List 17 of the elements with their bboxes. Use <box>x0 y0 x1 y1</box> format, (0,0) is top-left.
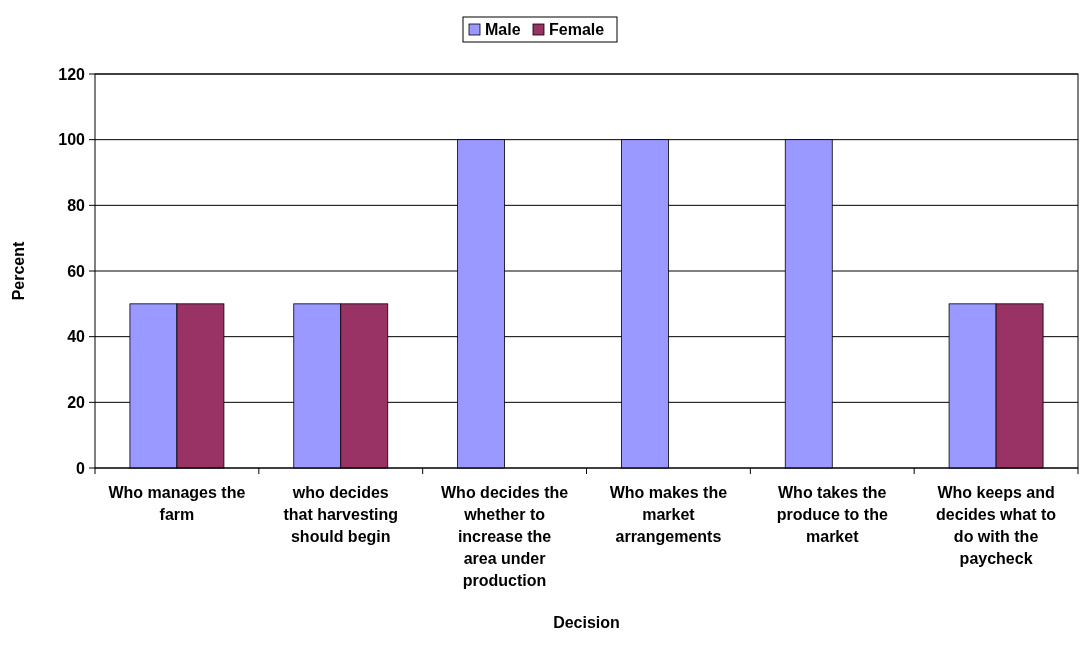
y-axis-title: Percent <box>10 240 27 301</box>
x-tick-label: Who takes the produce to the market <box>776 484 888 545</box>
x-axis-title: Decision <box>553 614 620 631</box>
legend-label: Male <box>485 21 521 38</box>
y-tick-label: 0 <box>76 459 86 477</box>
y-tick-label: 40 <box>67 328 86 346</box>
y-tick-label: 100 <box>58 131 86 149</box>
x-tick-label: Who keeps and decides what to do with the paycheck <box>936 484 1057 567</box>
y-tick-label: 60 <box>67 262 86 280</box>
y-tick-label: 120 <box>58 65 86 83</box>
x-tick-label: Who decides the whether to increase the area under production <box>441 484 569 589</box>
y-tick-label: 20 <box>67 393 86 411</box>
y-tick-label: 80 <box>67 196 86 214</box>
x-tick-label: who decides that harvesting should begin <box>283 484 399 545</box>
x-tick-label: Who manages the farm <box>108 484 246 523</box>
x-tick-label: Who makes the market arrangements <box>609 484 728 545</box>
legend-label: Female <box>549 21 605 38</box>
